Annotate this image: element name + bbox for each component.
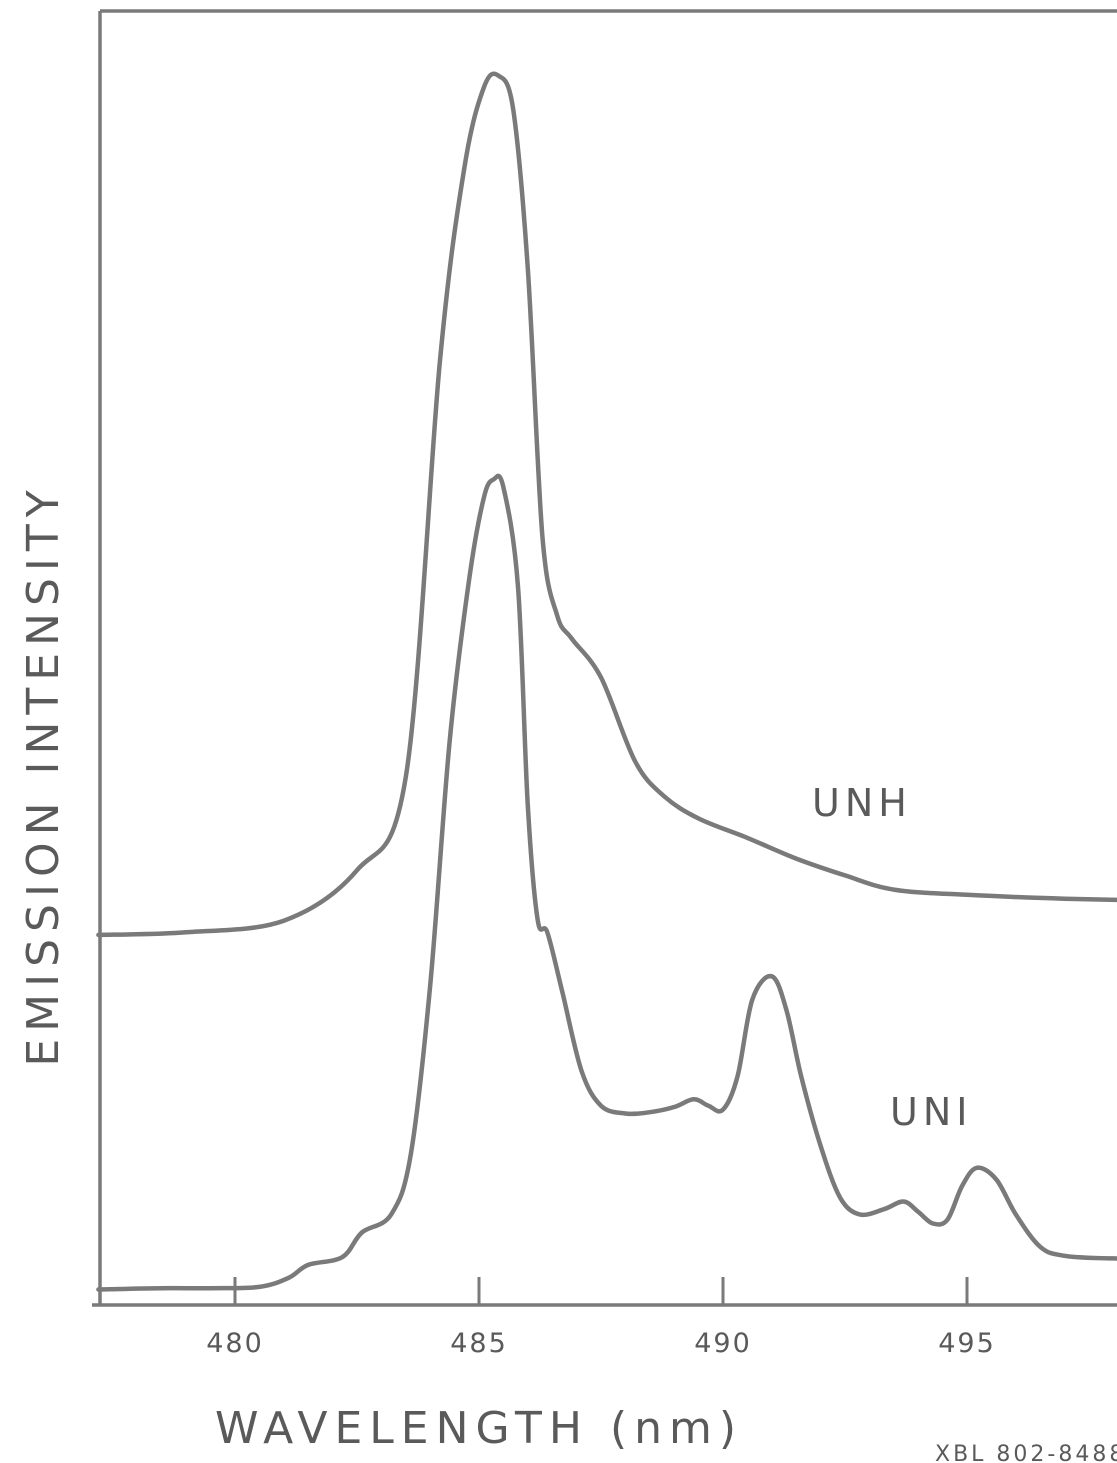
x-tick-label-485: 485 [450,1328,508,1359]
x-tick-labels: 480 485 490 495 [206,1328,996,1359]
series-line-unh [96,71,1117,938]
series-line-uni [96,473,1117,1292]
x-ticks [233,1277,969,1305]
x-axis-title: WAVELENGTH (nm) [215,1403,743,1454]
plot-frame [92,9,1117,1307]
x-tick-label-480: 480 [206,1328,264,1359]
series-label-uni: UNI [890,1090,972,1134]
y-axis-title: EMISSION INTENSITY [18,483,69,1066]
x-tick-label-495: 495 [938,1328,996,1359]
figure-code: XBL 802-8488 [935,1442,1117,1463]
series-group [96,71,1117,1292]
x-tick-label-490: 490 [694,1328,752,1359]
series-label-unh: UNH [812,781,912,825]
